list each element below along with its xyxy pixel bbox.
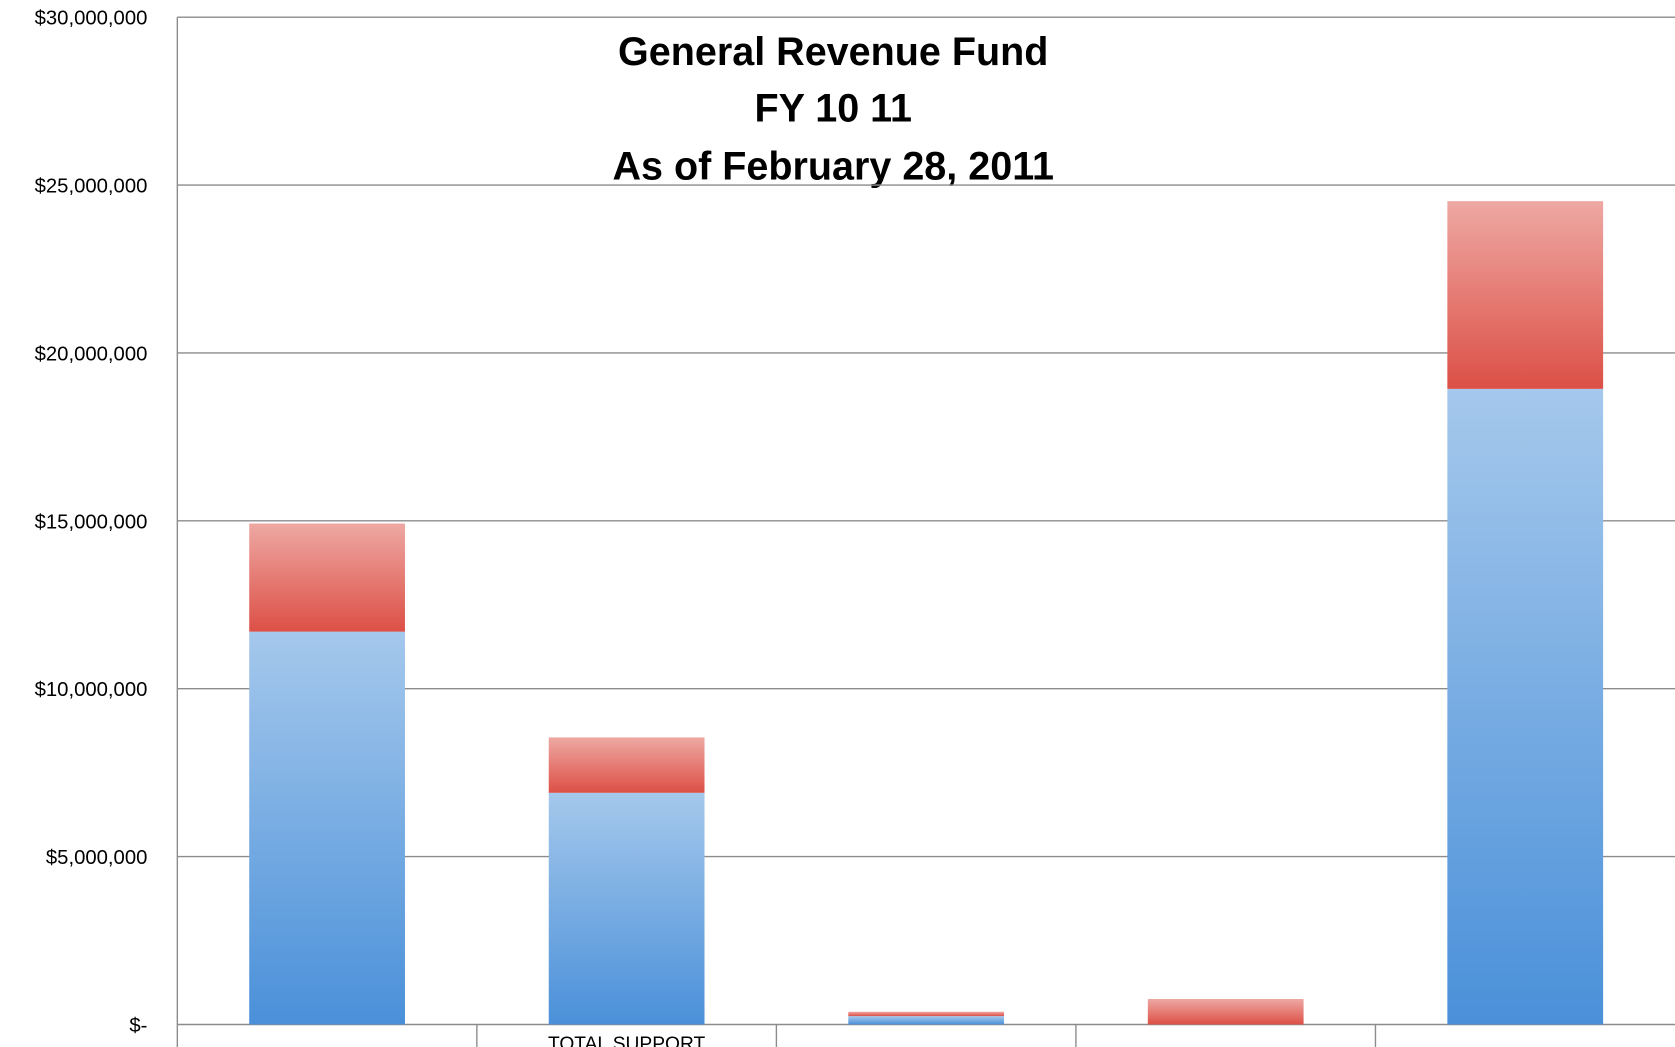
bar-segment: [1447, 201, 1604, 389]
bar-segment: [249, 631, 405, 1025]
x-tick-label: TOTAL SUPPORT: [548, 1034, 706, 1047]
y-tick-label: $20,000,000: [35, 343, 148, 365]
y-tick-label: $15,000,000: [35, 511, 148, 533]
bar-segment: [1447, 388, 1604, 1025]
chart-title: FY 10 11: [754, 87, 911, 131]
y-tick-label: $-: [129, 1015, 147, 1037]
y-tick-label: $10,000,000: [35, 679, 148, 701]
y-tick-label: $25,000,000: [35, 176, 148, 198]
bar-segment: [548, 792, 705, 1025]
bar-segment: [1147, 998, 1304, 1025]
chart-title: General Revenue Fund: [618, 30, 1048, 74]
y-tick-label: $5,000,000: [46, 847, 148, 869]
bar-segment: [848, 1011, 1005, 1017]
y-tick-label: $30,000,000: [35, 8, 148, 30]
chart-title: As of February 28, 2011: [612, 144, 1053, 188]
bar-segment: [848, 1016, 1005, 1025]
bar-segment: [548, 737, 705, 793]
bar-segment: [249, 523, 405, 632]
